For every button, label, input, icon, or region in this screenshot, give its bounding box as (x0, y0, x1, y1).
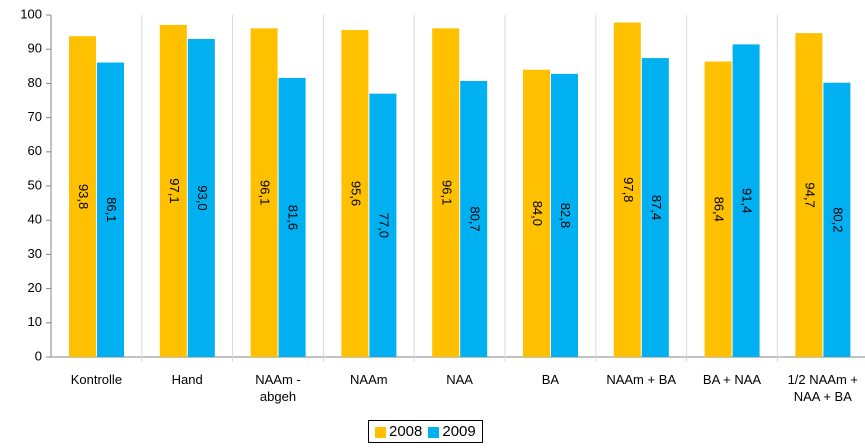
y-tick-label: 10 (28, 314, 42, 329)
bar (432, 28, 460, 357)
y-tick-label: 60 (28, 143, 42, 158)
bar (523, 69, 550, 357)
bar (97, 62, 124, 358)
bar (341, 30, 369, 357)
value-label: 97,1 (167, 178, 182, 203)
x-tick-label: NAAm + BA (606, 372, 677, 387)
value-label: 80,2 (830, 207, 845, 232)
y-tick-label: 90 (28, 41, 42, 56)
value-label: 93,0 (195, 185, 210, 210)
value-label: 82,8 (558, 203, 573, 228)
y-tick-label: 100 (20, 6, 42, 21)
bar (369, 93, 397, 357)
bar (795, 33, 823, 357)
bar (159, 24, 187, 357)
bar (732, 44, 760, 358)
y-tick-label: 80 (28, 75, 42, 90)
y-tick-label: 40 (28, 212, 42, 227)
y-tick-label: 70 (28, 109, 42, 124)
bar (551, 73, 578, 357)
value-label: 81,6 (286, 205, 301, 230)
bar (641, 58, 669, 357)
bar (823, 82, 851, 357)
value-label: 97,8 (621, 177, 636, 202)
x-tick-label: BA (541, 372, 560, 387)
legend: 2008 2009 (368, 420, 483, 443)
value-label: 80,7 (467, 206, 482, 231)
x-tick-label: Hand (171, 372, 203, 387)
x-tick-label: NAAm - abgeh (255, 372, 301, 404)
x-tick-label: 1/2 NAAm + NAA + BA (787, 372, 859, 404)
x-tick-label: NAA (446, 372, 473, 387)
value-label: 77,0 (376, 213, 391, 238)
value-label: 91,4 (740, 188, 755, 213)
x-tick-label: BA + NAA (702, 372, 762, 387)
x-tick-label: Kontrolle (70, 372, 123, 387)
value-label: 94,7 (802, 182, 817, 207)
value-label: 84,0 (530, 201, 545, 226)
y-tick-label: 0 (35, 348, 42, 363)
y-tick-label: 20 (28, 280, 42, 295)
value-label: 96,1 (258, 180, 273, 205)
legend-label: 2009 (442, 423, 476, 440)
bar (613, 22, 641, 358)
legend-label: 2008 (389, 423, 423, 440)
legend-swatch (428, 426, 440, 438)
legend-item: 2009 (428, 423, 476, 440)
bar (250, 28, 278, 357)
x-tick-label: NAAm (350, 372, 388, 387)
bar (187, 38, 215, 357)
value-label: 95,6 (348, 181, 363, 206)
value-label: 86,1 (104, 197, 119, 222)
bar (460, 81, 488, 358)
legend-swatch (375, 426, 386, 438)
value-label: 93,8 (76, 184, 91, 209)
bar (278, 77, 306, 357)
bar (69, 36, 96, 357)
bar (704, 61, 732, 358)
value-label: 96,1 (439, 180, 454, 205)
value-label: 87,4 (649, 195, 664, 220)
y-tick-label: 50 (28, 177, 42, 192)
legend-item: 2008 (375, 423, 422, 440)
value-label: 86,4 (712, 197, 727, 222)
y-tick-label: 30 (28, 246, 42, 261)
